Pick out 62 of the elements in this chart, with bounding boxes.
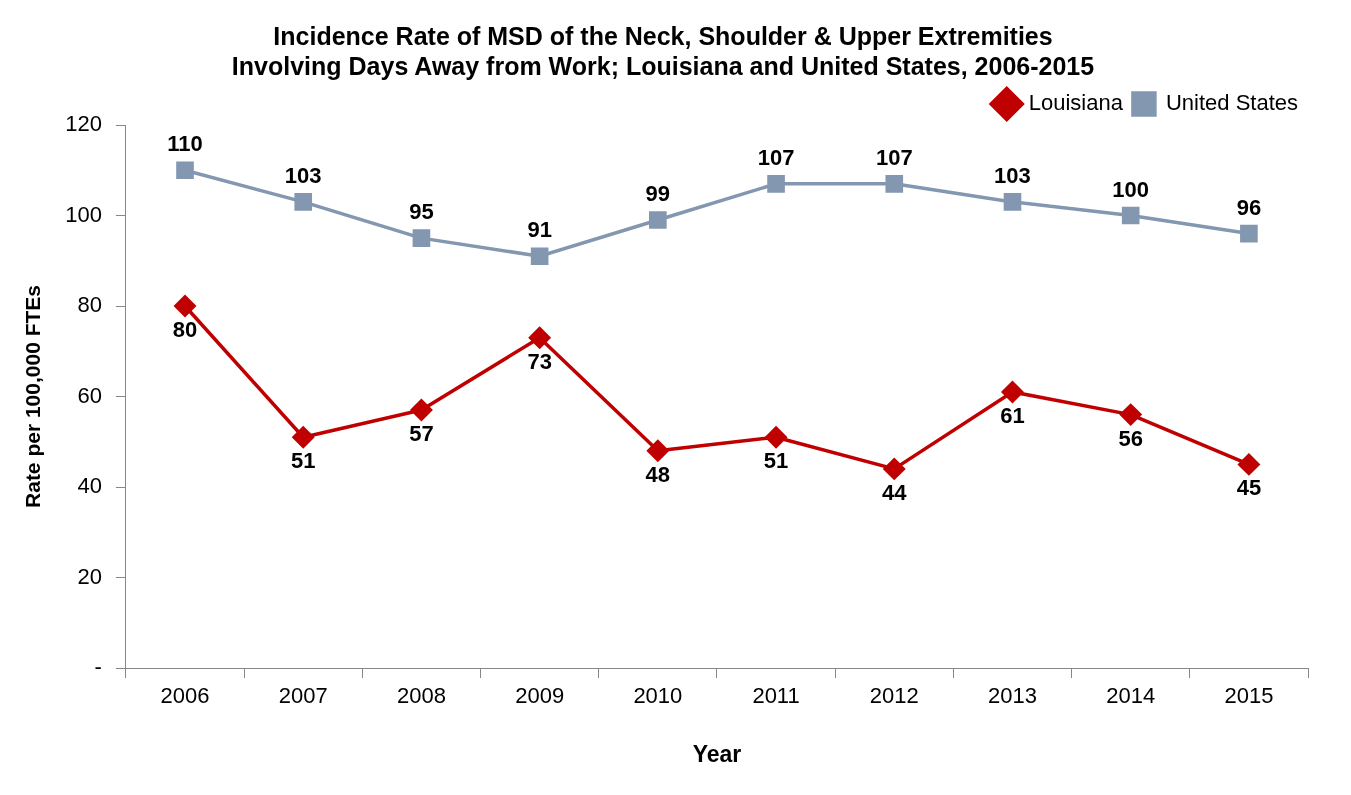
x-tick-label: 2015 <box>1224 683 1274 709</box>
data-label: 73 <box>527 348 552 374</box>
data-label: 80 <box>172 317 198 343</box>
y-tick-label: - <box>94 654 102 680</box>
x-tick-label: 2008 <box>396 683 446 709</box>
y-axis-title: Rate per 100,000 FTEs <box>21 285 45 508</box>
point <box>883 458 906 480</box>
point <box>767 175 785 193</box>
point <box>174 295 196 317</box>
point <box>176 161 194 180</box>
data-label: 103 <box>284 162 322 188</box>
data-label: 95 <box>409 199 434 225</box>
point <box>1240 224 1258 243</box>
y-tick-label: 100 <box>65 201 102 227</box>
point <box>530 247 549 266</box>
data-label: 107 <box>875 144 913 170</box>
legend-label: United States <box>1165 90 1298 116</box>
chart-title: Incidence Rate of MSD of the Neck, Shoulder & Upper Extremities Involving Days Away from Work; Louisiana and United States, 2006-2015 <box>231 21 1095 80</box>
y-tick-label: 120 <box>65 111 102 137</box>
y-tick-label: 20 <box>77 563 102 589</box>
data-label: 91 <box>527 217 552 243</box>
x-tick-label: 2012 <box>869 683 919 709</box>
point <box>1003 193 1022 211</box>
point <box>528 326 551 349</box>
data-label: 110 <box>167 131 203 157</box>
x-tick-label: 2013 <box>988 683 1037 709</box>
data-label: 100 <box>1112 176 1150 202</box>
data-label: 57 <box>409 421 434 447</box>
point <box>647 440 669 462</box>
data-label: 44 <box>882 479 908 505</box>
y-tick-label: 60 <box>77 382 102 408</box>
point <box>292 426 314 448</box>
data-label: 48 <box>645 461 671 487</box>
data-label: 103 <box>994 162 1031 188</box>
legend-label: Louisiana <box>1028 90 1124 116</box>
data-label: 51 <box>290 448 316 474</box>
y-tick-label: 40 <box>77 473 102 499</box>
data-label: 51 <box>763 448 789 474</box>
x-tick-label: 2010 <box>633 683 683 709</box>
data-label: 45 <box>1236 475 1262 501</box>
x-tick-label: 2014 <box>1106 683 1156 709</box>
point <box>1001 381 1024 403</box>
point <box>765 426 787 448</box>
x-tick-label: 2007 <box>278 683 328 709</box>
point <box>885 175 904 193</box>
data-label: 96 <box>1236 194 1262 220</box>
data-label: 107 <box>757 144 795 170</box>
x-tick-label: 2006 <box>160 683 210 709</box>
point <box>410 399 433 421</box>
point <box>1238 453 1260 476</box>
point <box>1119 403 1142 426</box>
x-tick-label: 2009 <box>515 683 565 709</box>
data-label: 61 <box>1000 403 1025 429</box>
point <box>649 211 667 229</box>
point <box>412 229 431 247</box>
x-axis-title: Year <box>692 740 742 767</box>
x-tick-label: 2011 <box>752 683 800 709</box>
point <box>294 193 313 211</box>
y-tick-label: 80 <box>77 292 102 318</box>
point <box>1121 206 1140 225</box>
data-label: 99 <box>645 181 671 207</box>
data-label: 56 <box>1118 425 1143 451</box>
